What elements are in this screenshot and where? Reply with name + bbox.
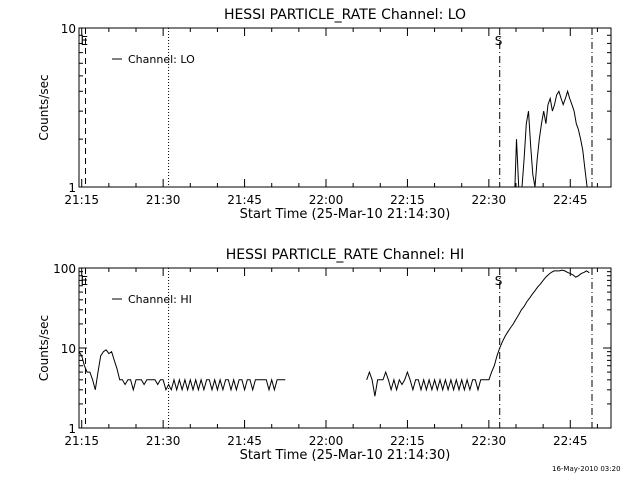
panel-lo: HESSI PARTICLE_RATE Channel: LO 21:15 21:3… <box>37 7 612 222</box>
legend-label: Channel: HI <box>128 293 192 306</box>
marker-label: E <box>81 34 89 48</box>
y-tick-label: 1 <box>68 181 76 195</box>
x-tick-label: 21:15 <box>64 434 99 448</box>
y-axis-label: Counts/sec <box>37 74 51 140</box>
marker-label: S <box>495 274 503 288</box>
x-tick-label: 22:15 <box>390 193 425 207</box>
y-tick-label: 10 <box>61 342 76 356</box>
x-axis-label: Start Time (25-Mar-10 21:14:30) <box>240 207 451 222</box>
timestamp-footer: 16-May-2010 03:20 <box>552 465 621 473</box>
x-axis-label: Start Time (25-Mar-10 21:14:30) <box>240 448 451 463</box>
x-tick-label: 22:00 <box>309 193 344 207</box>
marker-label: S <box>495 34 503 48</box>
plot-frame <box>78 267 612 429</box>
series-line <box>510 89 588 188</box>
x-tick-label: 21:45 <box>227 193 262 207</box>
x-tick-label: 21:30 <box>146 193 181 207</box>
x-tick-label: 22:30 <box>472 434 507 448</box>
y-axis-label: Counts/sec <box>37 315 51 381</box>
chart-title: HESSI PARTICLE_RATE Channel: LO <box>224 7 466 23</box>
x-tick-label: 22:45 <box>553 434 588 448</box>
chart-title: HESSI PARTICLE_RATE Channel: HI <box>226 247 464 263</box>
y-tick-label: 100 <box>53 262 76 276</box>
marker-label: E <box>81 274 89 288</box>
series-line <box>78 349 286 392</box>
x-tick-label: 22:15 <box>390 434 425 448</box>
x-tick-label: 21:45 <box>227 434 262 448</box>
x-tick-label: 22:00 <box>309 434 344 448</box>
plot-frame <box>78 27 612 188</box>
x-tick-label: 21:15 <box>64 193 99 207</box>
y-tick-label: 1 <box>68 422 76 436</box>
panel-hi: HESSI PARTICLE_RATE Channel: HI 21:15 21:3… <box>37 247 612 463</box>
x-tick-label: 22:45 <box>553 193 588 207</box>
x-tick-label: 22:30 <box>472 193 507 207</box>
legend-label: Channel: LO <box>128 53 195 66</box>
series-line <box>366 269 590 397</box>
y-tick-label: 10 <box>61 22 76 36</box>
x-tick-label: 21:30 <box>146 434 181 448</box>
